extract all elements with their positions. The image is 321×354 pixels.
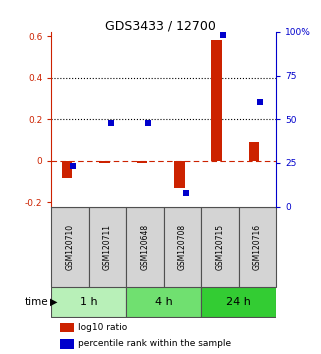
Text: 24 h: 24 h xyxy=(226,297,251,307)
Bar xyxy=(201,207,239,287)
Text: log10 ratio: log10 ratio xyxy=(78,323,127,332)
Bar xyxy=(51,287,126,317)
Text: percentile rank within the sample: percentile rank within the sample xyxy=(78,339,231,348)
Text: GSM120711: GSM120711 xyxy=(103,224,112,270)
Bar xyxy=(174,161,185,188)
Text: GSM120715: GSM120715 xyxy=(215,224,224,270)
Bar xyxy=(51,207,89,287)
Bar xyxy=(89,207,126,287)
Bar xyxy=(201,287,276,317)
Bar xyxy=(126,207,164,287)
Text: time: time xyxy=(24,297,48,307)
Bar xyxy=(249,142,259,161)
Bar xyxy=(137,161,147,163)
Text: GDS3433 / 12700: GDS3433 / 12700 xyxy=(105,19,216,33)
Point xyxy=(183,190,188,195)
Point xyxy=(108,120,113,126)
Text: GSM120710: GSM120710 xyxy=(65,224,74,270)
Point xyxy=(145,120,151,126)
Bar xyxy=(60,322,74,332)
Point xyxy=(71,164,76,169)
Text: 1 h: 1 h xyxy=(80,297,98,307)
Bar xyxy=(239,207,276,287)
Bar xyxy=(60,339,74,349)
Bar xyxy=(212,40,222,161)
Point xyxy=(221,33,226,38)
Bar xyxy=(62,161,72,177)
Text: GSM120716: GSM120716 xyxy=(253,224,262,270)
Bar xyxy=(99,161,110,163)
Bar xyxy=(126,287,201,317)
Point xyxy=(258,99,263,104)
Text: GSM120648: GSM120648 xyxy=(141,224,150,270)
Text: 4 h: 4 h xyxy=(155,297,173,307)
Text: GSM120708: GSM120708 xyxy=(178,224,187,270)
Text: ▶: ▶ xyxy=(50,297,57,307)
Bar xyxy=(164,207,201,287)
